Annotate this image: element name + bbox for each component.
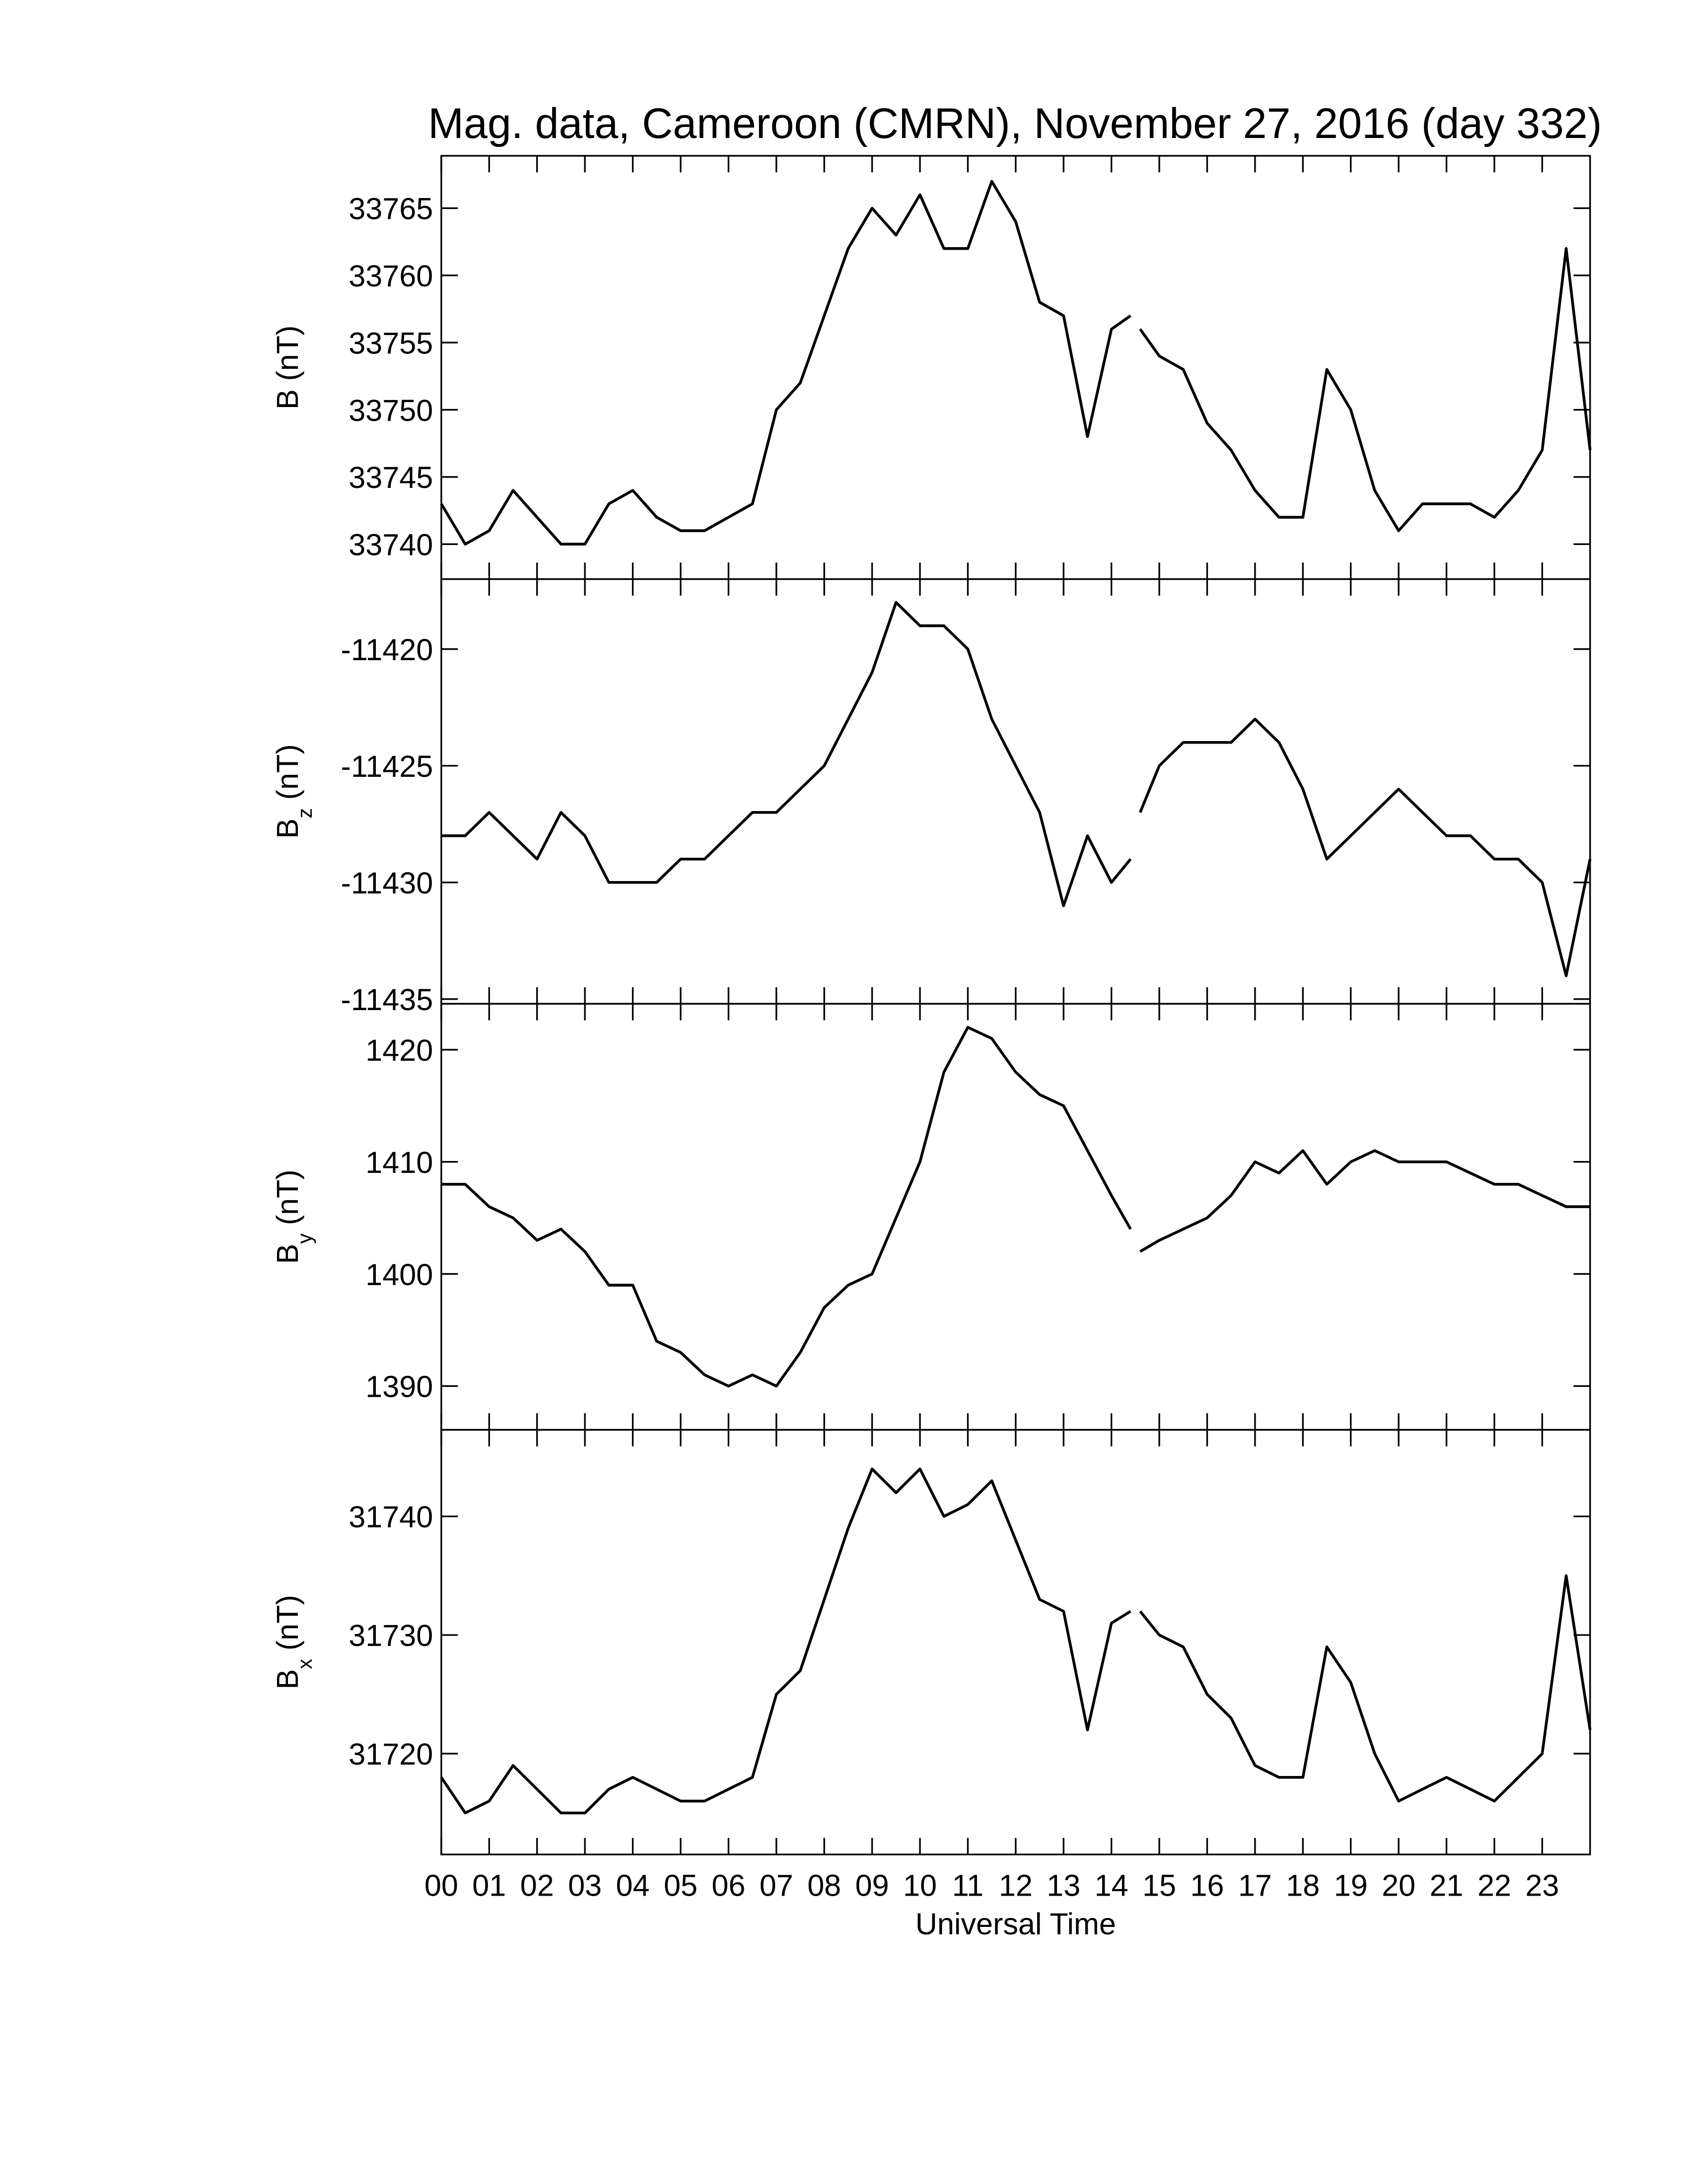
x-tick-label: 00 — [424, 1868, 458, 1902]
y-tick-label: -11425 — [341, 750, 433, 783]
x-tick-label: 17 — [1238, 1868, 1272, 1902]
x-tick-label: 03 — [568, 1868, 602, 1902]
x-axis-label: Universal Time — [915, 1907, 1116, 1941]
y-tick-label: 33760 — [349, 259, 433, 293]
y-tick-label: 31730 — [349, 1619, 433, 1652]
x-tick-label: 01 — [472, 1868, 506, 1902]
y-tick-label: 1410 — [365, 1146, 433, 1179]
y-axis-label: Bz (nT) — [271, 744, 316, 838]
y-tick-label: -11430 — [341, 866, 433, 900]
x-tick-label: 22 — [1477, 1868, 1511, 1902]
y-label-unit: (nT) — [271, 326, 304, 381]
data-line — [441, 601, 1592, 977]
y-axis-label: By (nT) — [271, 1169, 316, 1264]
x-tick-label: 11 — [952, 1868, 984, 1902]
y-tick-label: -11420 — [341, 633, 433, 667]
x-tick-label: 15 — [1142, 1868, 1176, 1902]
x-tick-label: 13 — [1047, 1868, 1080, 1902]
x-tick-label: 07 — [760, 1868, 793, 1902]
x-tick-label: 10 — [903, 1868, 937, 1902]
y-tick-label: 31720 — [349, 1737, 433, 1771]
y-label-unit: (nT) — [271, 1169, 304, 1225]
x-tick-label: 02 — [520, 1868, 554, 1902]
x-tick-label: 04 — [616, 1868, 650, 1902]
data-line — [441, 1025, 1590, 1388]
y-tick-label: 33745 — [349, 461, 433, 494]
y-tick-label: 33750 — [349, 394, 433, 427]
data-line — [440, 1467, 1592, 1815]
x-tick-label: 08 — [807, 1868, 841, 1902]
y-label-subscript: z — [293, 808, 316, 819]
y-tick-label: 1420 — [365, 1033, 433, 1067]
y-label-subscript: y — [293, 1233, 316, 1244]
chart-title: Mag. data, Cameroon (CMRN), November 27,… — [428, 100, 1602, 147]
x-tick-label: 16 — [1190, 1868, 1224, 1902]
y-label-symbol: B — [271, 819, 304, 839]
data-line — [440, 180, 1592, 546]
y-tick-label: 33755 — [349, 326, 433, 360]
y-label-symbol: B — [271, 1669, 304, 1690]
x-tick-label: 23 — [1525, 1868, 1559, 1902]
y-label-symbol: B — [271, 389, 304, 410]
y-tick-label: 1400 — [365, 1258, 433, 1292]
y-tick-label: 33740 — [349, 528, 433, 562]
y-label-symbol: B — [271, 1244, 304, 1264]
y-label-unit: (nT) — [271, 744, 304, 800]
x-tick-label: 05 — [664, 1868, 698, 1902]
y-tick-label: 1390 — [365, 1370, 433, 1404]
x-tick-label: 19 — [1334, 1868, 1368, 1902]
y-axis-label: Bx (nT) — [271, 1595, 316, 1689]
x-tick-label: 14 — [1095, 1868, 1128, 1902]
x-tick-label: 18 — [1286, 1868, 1320, 1902]
y-label-subscript: x — [293, 1659, 316, 1669]
y-tick-label: 31740 — [349, 1500, 433, 1534]
y-tick-label: -11435 — [341, 983, 433, 1017]
y-label-unit: (nT) — [271, 1595, 304, 1650]
y-axis-label: B (nT) — [271, 326, 304, 410]
x-tick-label: 20 — [1382, 1868, 1415, 1902]
x-tick-label: 21 — [1430, 1868, 1464, 1902]
y-tick-label: 33765 — [349, 192, 433, 226]
x-tick-label: 06 — [711, 1868, 745, 1902]
x-tick-label: 09 — [855, 1868, 889, 1902]
x-tick-label: 12 — [999, 1868, 1033, 1902]
